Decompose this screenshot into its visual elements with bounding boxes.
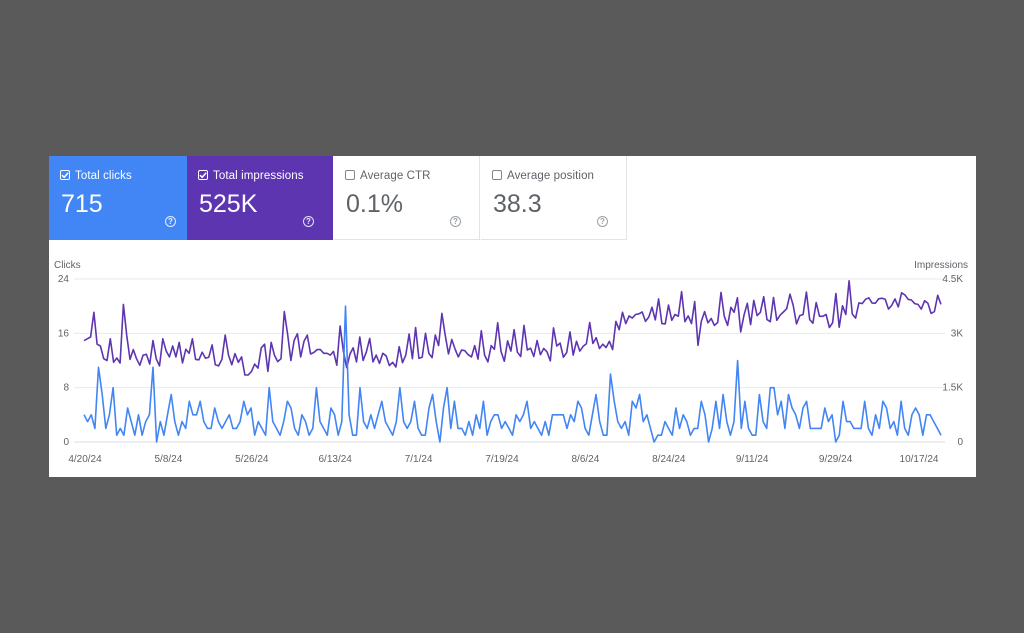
help-icon[interactable]: ? [450, 216, 461, 227]
checkbox-checked-icon[interactable] [60, 170, 70, 180]
left-tick-label: 8 [63, 383, 69, 394]
x-tick-label: 8/24/24 [652, 454, 686, 465]
impressions-line [83, 280, 942, 376]
total-clicks-value: 715 [61, 190, 103, 218]
checkbox-checked-icon[interactable] [198, 170, 208, 180]
left-tick-label: 16 [58, 328, 70, 339]
performance-chart: Clicks Impressions 24 4.5K 16 3K 8 1.5K 0 0 4/20… [54, 260, 968, 465]
performance-panel: Total clicks 715 ? Total impressions 525… [49, 156, 976, 477]
average-ctr-value: 0.1% [346, 190, 403, 218]
right-tick-label: 4.5K [942, 274, 963, 285]
left-tick-label: 0 [63, 437, 69, 448]
average-ctr-label: Average CTR [360, 170, 431, 182]
series-lines [83, 280, 942, 443]
checkbox-unchecked-icon[interactable] [345, 170, 355, 180]
right-tick-label: 0 [957, 437, 963, 448]
help-icon[interactable]: ? [303, 216, 314, 227]
total-impressions-label: Total impressions [213, 170, 304, 182]
x-tick-label: 8/6/24 [571, 454, 599, 465]
help-icon[interactable]: ? [165, 216, 176, 227]
x-tick-label: 9/11/24 [736, 454, 769, 465]
average-position-card[interactable]: Average position 38.3 ? [481, 156, 627, 240]
average-position-label: Average position [507, 170, 595, 182]
x-tick-label: 9/29/24 [819, 454, 853, 465]
x-tick-label: 7/19/24 [485, 454, 519, 465]
x-tick-label: 5/26/24 [235, 454, 269, 465]
right-tick-label: 3K [951, 328, 964, 339]
axis-ticks: 24 4.5K 16 3K 8 1.5K 0 0 4/20/24 5/8/24 5/26/24 6/1… [58, 274, 964, 465]
total-clicks-card[interactable]: Total clicks 715 ? [49, 156, 195, 240]
clicks-line [83, 305, 942, 443]
left-axis-title: Clicks [54, 260, 81, 271]
total-clicks-label: Total clicks [75, 170, 132, 182]
checkbox-unchecked-icon[interactable] [492, 170, 502, 180]
total-impressions-value: 525K [199, 190, 258, 218]
x-tick-label: 6/13/24 [319, 454, 353, 465]
x-tick-label: 7/1/24 [405, 454, 433, 465]
left-tick-label: 24 [58, 274, 70, 285]
average-position-value: 38.3 [493, 190, 542, 218]
right-tick-label: 1.5K [942, 383, 963, 394]
total-impressions-card[interactable]: Total impressions 525K ? [187, 156, 333, 240]
metric-cards: Total clicks 715 ? Total impressions 525… [49, 156, 976, 240]
x-tick-label: 4/20/24 [68, 454, 102, 465]
x-tick-label: 5/8/24 [154, 454, 182, 465]
gridlines [74, 278, 945, 443]
average-ctr-card[interactable]: Average CTR 0.1% ? [334, 156, 480, 240]
x-tick-label: 10/17/24 [900, 454, 939, 465]
help-icon[interactable]: ? [597, 216, 608, 227]
right-axis-title: Impressions [914, 260, 968, 271]
